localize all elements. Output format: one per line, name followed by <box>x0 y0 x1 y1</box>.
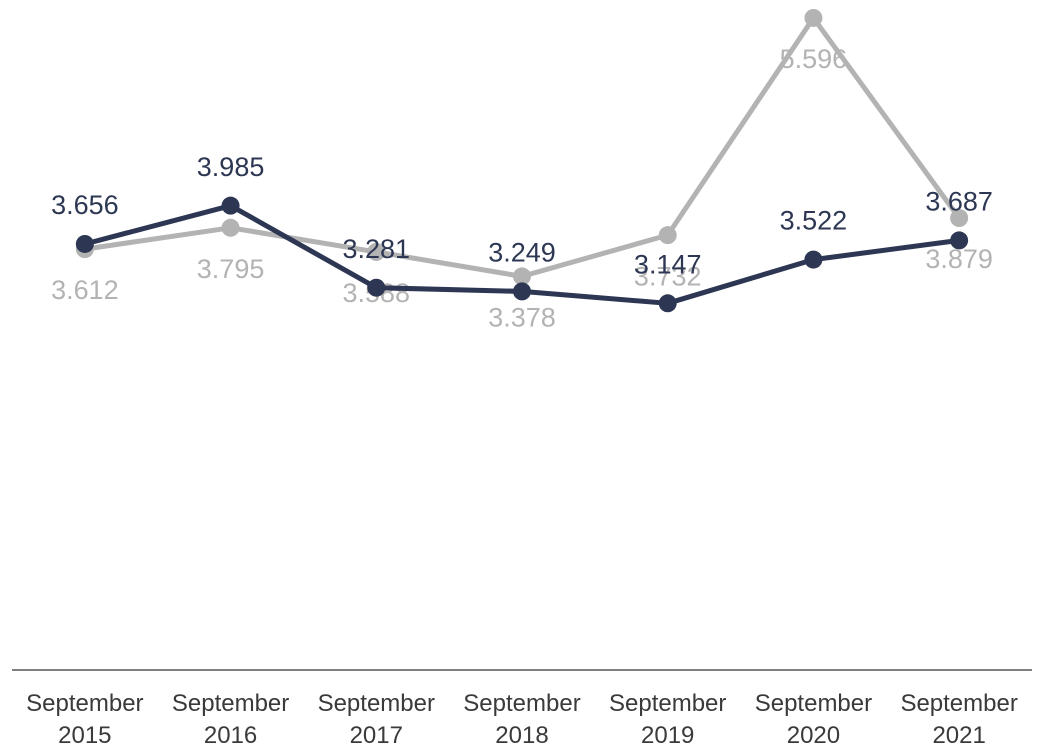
point <box>75 234 94 253</box>
data-label: 3.732 <box>634 261 702 291</box>
point <box>804 8 823 27</box>
x-tick-label: September 2019 <box>609 690 727 749</box>
point <box>367 242 386 261</box>
point <box>513 282 531 301</box>
data-label: 3.522 <box>780 206 848 236</box>
data-label: 3.612 <box>51 275 119 305</box>
point <box>367 278 386 297</box>
point <box>658 226 677 245</box>
point <box>221 196 240 215</box>
point <box>513 267 531 286</box>
x-tick-label: September 2017 <box>317 690 435 749</box>
data-label: 3.249 <box>488 238 556 268</box>
point <box>950 209 969 228</box>
data-label: 3.147 <box>634 249 702 279</box>
data-label: 3.281 <box>342 234 410 264</box>
x-tick-label: September 2018 <box>463 690 581 749</box>
x-tick-label: September 2021 <box>900 690 1018 749</box>
data-label: 5.596 <box>780 44 848 74</box>
data-label: 3.687 <box>925 187 993 217</box>
point <box>804 250 823 269</box>
x-tick-label: September 2016 <box>171 690 290 749</box>
data-label: 3.985 <box>197 152 265 182</box>
data-label: 3.656 <box>51 190 119 220</box>
data-label: 3.378 <box>488 303 556 333</box>
data-label: 3.795 <box>197 254 265 284</box>
point <box>221 218 240 237</box>
point <box>658 294 677 313</box>
x-tick-label: September 2015 <box>26 690 144 749</box>
x-tick-label: September 2020 <box>754 690 873 749</box>
point <box>950 231 969 250</box>
